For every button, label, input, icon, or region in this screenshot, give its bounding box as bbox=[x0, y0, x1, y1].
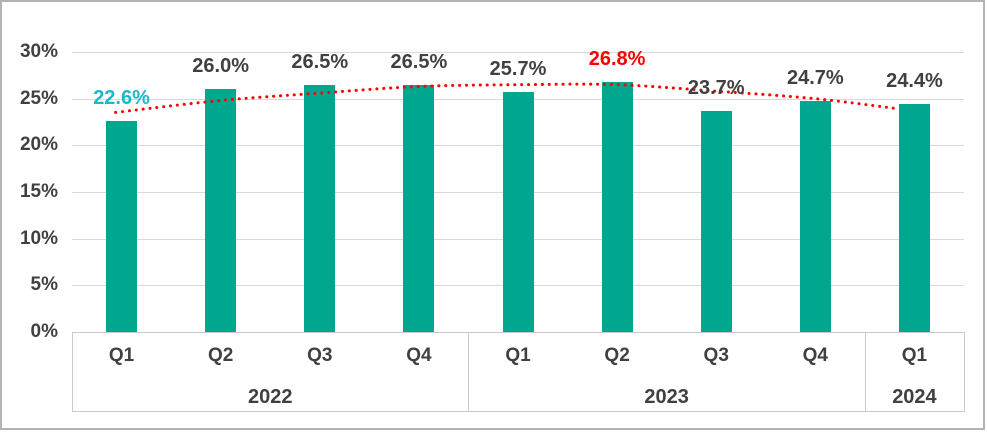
bar-q1-4 bbox=[503, 92, 534, 332]
axis-divider bbox=[468, 332, 469, 412]
bar-q4-7 bbox=[800, 101, 831, 332]
gridline bbox=[72, 52, 964, 53]
quarter-label: Q1 bbox=[901, 345, 928, 366]
bar-q2-5 bbox=[602, 82, 633, 332]
year-label: 2024 bbox=[892, 386, 937, 408]
y-axis-tick-label: 15% bbox=[19, 181, 58, 202]
y-axis-tick-label: 25% bbox=[19, 88, 58, 109]
quarter-label: Q3 bbox=[307, 345, 333, 366]
year-label: 2022 bbox=[247, 386, 293, 408]
quarter-label: Q2 bbox=[207, 345, 234, 366]
data-label: 26.5% bbox=[390, 51, 448, 73]
data-label: 26.5% bbox=[291, 51, 349, 73]
y-axis-tick-label: 10% bbox=[19, 228, 58, 249]
y-axis-tick-label: 0% bbox=[30, 321, 58, 342]
bar-q2-1 bbox=[205, 89, 236, 332]
bar-q3-2 bbox=[304, 85, 335, 332]
bar-q4-3 bbox=[403, 85, 434, 332]
axis-divider bbox=[72, 332, 73, 412]
category-axis-line bbox=[72, 332, 964, 333]
quarter-label: Q2 bbox=[604, 345, 630, 366]
quarter-label: Q4 bbox=[406, 345, 432, 366]
y-axis-tick-label: 5% bbox=[30, 274, 58, 295]
quarter-label: Q4 bbox=[802, 345, 829, 366]
quarter-label: Q3 bbox=[703, 345, 729, 366]
axis-divider bbox=[964, 332, 965, 412]
data-label: 24.4% bbox=[886, 70, 943, 92]
category-band-bottom-border bbox=[72, 411, 964, 412]
y-axis-tick-label: 30% bbox=[19, 41, 58, 62]
data-label: 23.7% bbox=[687, 77, 745, 99]
data-label: 26.8% bbox=[588, 48, 646, 70]
bar-q3-6 bbox=[701, 111, 732, 332]
y-axis-tick-label: 20% bbox=[19, 134, 58, 155]
year-label: 2023 bbox=[644, 386, 689, 408]
quarter-label: Q1 bbox=[108, 345, 135, 366]
bar-q1-0 bbox=[106, 121, 137, 332]
data-label: 25.7% bbox=[489, 58, 547, 80]
data-label: 22.6% bbox=[93, 87, 150, 109]
data-label: 24.7% bbox=[786, 67, 844, 89]
quarter-label: Q1 bbox=[505, 345, 531, 366]
bar-q1-8 bbox=[899, 104, 930, 332]
axis-divider bbox=[865, 332, 866, 412]
data-label: 26.0% bbox=[192, 55, 250, 77]
